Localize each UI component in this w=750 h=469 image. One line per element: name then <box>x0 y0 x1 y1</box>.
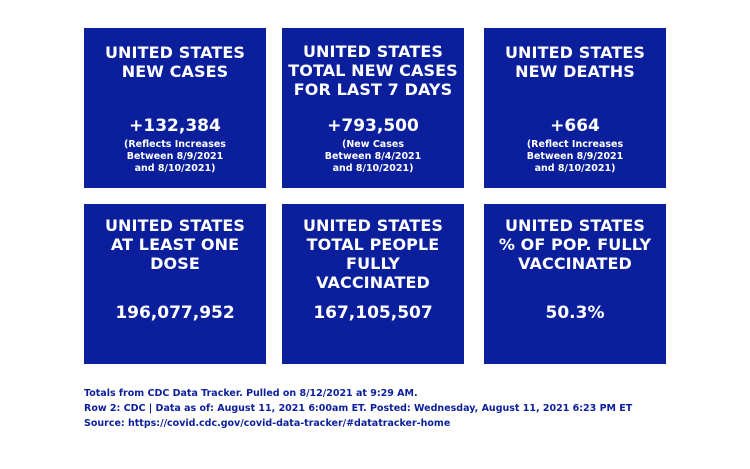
footer-line-source: Source: https://covid.cdc.gov/covid-data… <box>84 418 451 429</box>
card-value: +132,384 <box>129 116 221 136</box>
card-value: 167,105,507 <box>313 303 433 323</box>
card-value: +793,500 <box>327 116 419 136</box>
card-title: UNITED STATES AT LEAST ONE DOSE <box>104 216 246 273</box>
card-new-cases: UNITED STATES NEW CASES +132,384 (Reflec… <box>84 28 266 188</box>
footer-line-data-tracker: Totals from CDC Data Tracker. Pulled on … <box>84 388 418 399</box>
footer-notes: Totals from CDC Data Tracker. Pulled on … <box>84 386 632 431</box>
card-note: (Reflects Increases Between 8/9/2021 and… <box>124 139 226 174</box>
card-value: 50.3% <box>545 303 605 323</box>
card-percent-fully-vaccinated: UNITED STATES % OF POP. FULLY VACCINATED… <box>484 204 666 364</box>
card-total-new-cases-7-days: UNITED STATES TOTAL NEW CASES FOR LAST 7… <box>282 28 464 188</box>
card-title: UNITED STATES NEW CASES <box>104 43 246 81</box>
card-value: 196,077,952 <box>115 303 235 323</box>
card-at-least-one-dose: UNITED STATES AT LEAST ONE DOSE 196,077,… <box>84 204 266 364</box>
card-title: UNITED STATES TOTAL PEOPLE FULLY VACCINA… <box>302 216 444 292</box>
card-note: (New Cases Between 8/4/2021 and 8/10/202… <box>324 139 422 174</box>
card-new-deaths: UNITED STATES NEW DEATHS +664 (Reflect I… <box>484 28 666 188</box>
card-title: UNITED STATES NEW DEATHS <box>504 43 646 81</box>
card-total-fully-vaccinated: UNITED STATES TOTAL PEOPLE FULLY VACCINA… <box>282 204 464 364</box>
footer-line-row2-info: Row 2: CDC | Data as of: August 11, 2021… <box>84 403 633 414</box>
card-title: UNITED STATES TOTAL NEW CASES FOR LAST 7… <box>288 42 458 99</box>
card-title: UNITED STATES % OF POP. FULLY VACCINATED <box>498 216 652 273</box>
card-note: (Reflect Increases Between 8/9/2021 and … <box>526 139 624 174</box>
card-value: +664 <box>550 116 600 136</box>
